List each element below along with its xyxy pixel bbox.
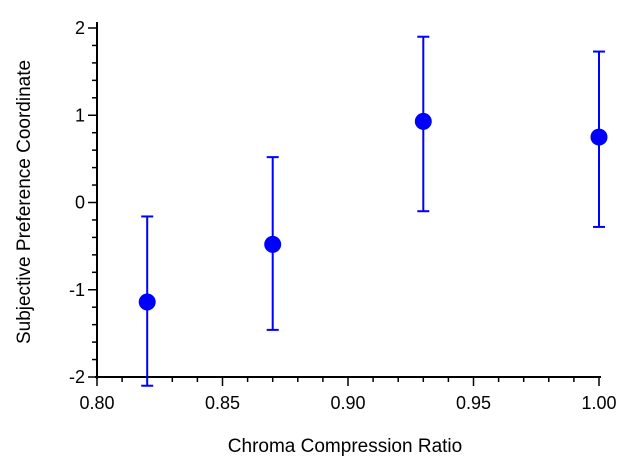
y-tick-label: -1 [69,280,85,300]
y-axis-title: Subjective Preference Coordinate [14,60,35,344]
x-tick-label: 1.00 [581,393,616,413]
axes: 0.80 0.85 0.90 0.95 1.00 -2 -1 0 1 2 [69,18,617,413]
data-point [414,112,432,130]
y-tick-label: 1 [75,105,85,125]
data-point [590,128,608,146]
y-tick-label: -2 [69,367,85,387]
x-tick-label: 0.95 [456,393,491,413]
x-tick-label: 0.80 [79,393,114,413]
data-point [138,293,156,311]
data-marks [138,35,608,387]
x-axis-title: Chroma Compression Ratio [228,436,462,457]
x-tick-label: 0.90 [330,393,365,413]
x-tick-label: 0.85 [205,393,240,413]
y-tick-label: 0 [75,193,85,213]
data-point [264,235,282,253]
y-tick-label: 2 [75,18,85,38]
